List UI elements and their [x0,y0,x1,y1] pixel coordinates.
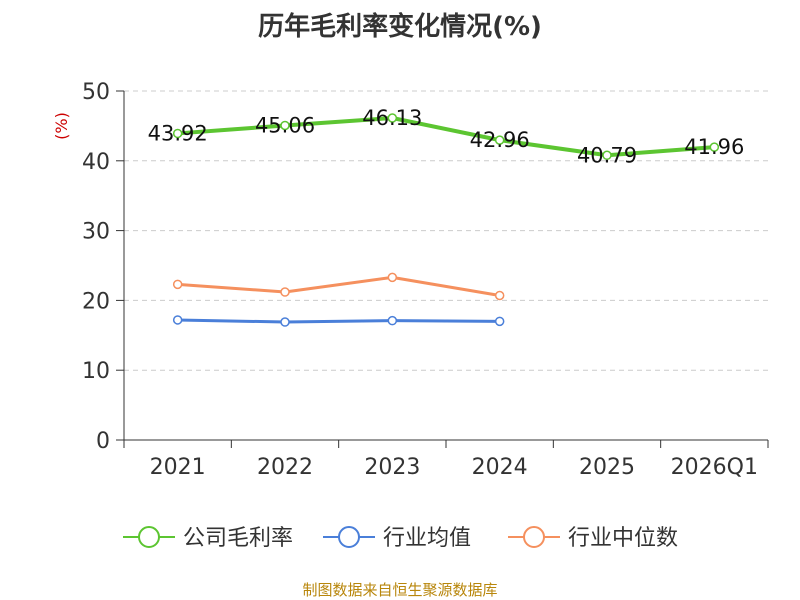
data-point [709,142,720,152]
data-point [280,120,290,131]
legend-marker [138,526,160,548]
data-point [494,290,505,301]
y-tick-label: 50 [82,80,110,105]
legend: 公司毛利率 行业均值 行业中位数 [123,526,678,551]
data-label: 43.92 [148,121,208,145]
data-point [172,279,183,290]
data-point [280,287,290,297]
data-label: 42.96 [470,128,530,152]
legend-item: 行业均值 [323,526,471,551]
data-point [387,113,398,123]
legend-label: 行业中位数 [568,526,678,551]
source-note: 制图数据来自恒生聚源数据库 [302,581,497,599]
legend-marker [338,526,360,548]
legend-label: 行业均值 [383,526,471,551]
x-tick-label: 2026Q1 [671,455,758,480]
data-label: 46.13 [362,106,422,130]
series-line-1 [177,318,500,324]
series-line-0 [177,116,715,158]
y-tick-label: 0 [96,429,110,454]
x-tick-label: 2023 [364,455,420,480]
x-tick-label: 2022 [257,455,313,480]
x-tick-label: 2024 [472,455,528,480]
legend-marker [523,526,545,548]
series-line-2 [177,275,500,297]
data-point [602,150,612,161]
data-point [494,135,505,145]
y-tick-label: 30 [82,220,110,245]
data-label: 40.79 [577,143,637,167]
y-axis-label: (%) [52,112,71,140]
x-tick-label: 2025 [579,455,635,480]
data-label: 45.06 [255,113,315,137]
y-tick-label: 10 [82,359,110,384]
data-point [494,316,505,327]
data-point [387,315,398,326]
legend-label: 公司毛利率 [183,526,293,551]
y-tick-label: 20 [82,289,110,314]
axis-layer: 0 10 20 30 40 50 2021 2022 2023 2024 2025 2026Q1 [82,80,769,480]
data-label: 41.96 [684,135,744,159]
data-point [280,317,290,327]
chart-title: 历年毛利率变化情况(%) [258,11,542,42]
series-layer [172,113,720,327]
label-layer: 43.92 45.06 46.13 42.96 40.79 41.96 [148,106,745,167]
y-tick-label: 40 [82,150,110,175]
data-point [387,272,398,283]
grid-layer [124,90,768,371]
data-point [172,128,183,139]
data-point [172,315,183,325]
legend-item: 公司毛利率 [123,526,293,551]
legend-item: 行业中位数 [508,526,678,551]
x-tick-label: 2021 [150,455,206,480]
